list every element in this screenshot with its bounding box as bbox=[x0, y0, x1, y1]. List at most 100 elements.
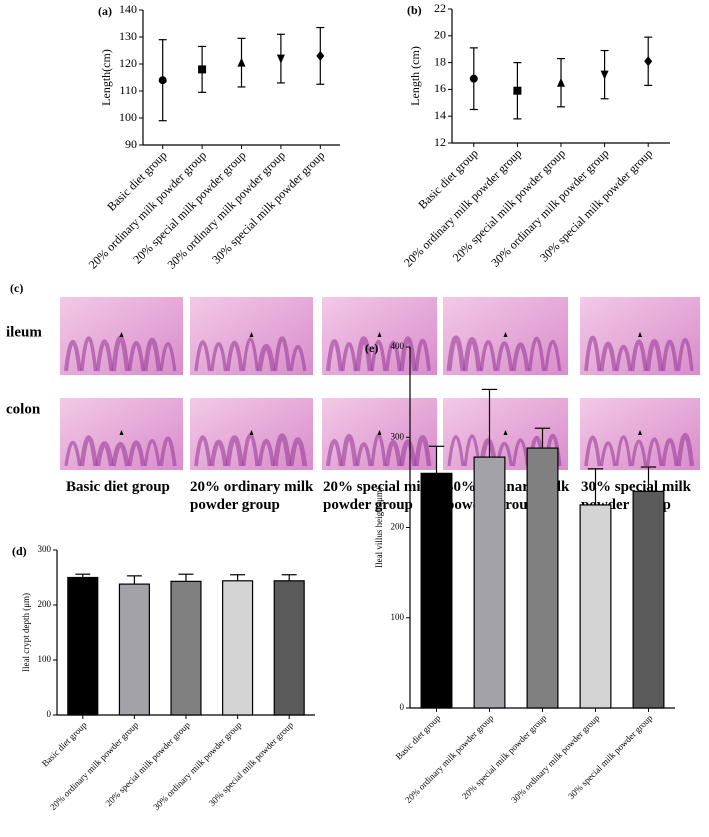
y-tick-label: 12 bbox=[434, 135, 446, 149]
bar bbox=[420, 472, 453, 709]
y-tick-label: 16 bbox=[434, 81, 446, 95]
arrow bbox=[249, 430, 254, 435]
y-tick-label: 110 bbox=[119, 83, 137, 97]
column-label: 20% special milk powder group bbox=[323, 479, 434, 513]
arrow bbox=[377, 430, 382, 435]
tissue bbox=[209, 439, 228, 467]
tissue bbox=[384, 440, 402, 467]
x-tick-label: 30% special milk powder group bbox=[207, 719, 296, 808]
y-tick-label: 400 bbox=[391, 341, 405, 351]
tissue bbox=[95, 339, 114, 372]
marker bbox=[557, 77, 565, 87]
tissue bbox=[385, 340, 402, 372]
y-tick-label: 120 bbox=[119, 56, 137, 70]
y-axis-label: Length(cm) bbox=[99, 49, 113, 106]
tissue bbox=[355, 442, 372, 467]
y-tick-label: 200 bbox=[391, 522, 405, 532]
panel-label: (b) bbox=[407, 3, 422, 17]
tissue bbox=[527, 336, 546, 372]
column-label-box: 20% special milk powder group bbox=[323, 479, 434, 513]
x-tick-label: 20% ordinary milk powder group bbox=[48, 719, 141, 812]
tissue bbox=[447, 435, 465, 467]
tissue bbox=[512, 438, 529, 467]
tissue bbox=[127, 440, 146, 467]
tissue bbox=[370, 339, 387, 372]
tissue bbox=[630, 339, 648, 372]
tissue bbox=[225, 435, 244, 467]
tissue bbox=[584, 435, 602, 467]
bar bbox=[170, 580, 202, 716]
tissue bbox=[326, 439, 343, 467]
marker bbox=[158, 76, 167, 85]
y-tick-label: 0 bbox=[47, 709, 52, 719]
y-tick-label: 300 bbox=[38, 544, 52, 554]
tissue bbox=[584, 335, 602, 372]
tissue bbox=[615, 435, 632, 467]
x-tick-label: 30% ordinary milk powder group bbox=[509, 712, 602, 805]
tissue bbox=[446, 335, 466, 372]
tissue bbox=[288, 437, 308, 467]
x-tick-label: 30% ordinary milk powder group bbox=[151, 719, 244, 812]
arrow bbox=[638, 332, 642, 337]
y-axis-label: Length (cm) bbox=[408, 46, 422, 106]
tissue bbox=[194, 340, 212, 372]
y-tick-label: 100 bbox=[391, 612, 405, 622]
tissue bbox=[479, 339, 497, 372]
y-axis-label: Ileal crypt depth (μm) bbox=[21, 593, 31, 672]
tissue bbox=[646, 437, 663, 467]
column-label: Basic diet group bbox=[66, 479, 170, 495]
bar bbox=[579, 504, 612, 709]
y-tick-label: 22 bbox=[434, 1, 446, 15]
y-axis-label: Ileal villus height(μm) bbox=[374, 487, 384, 568]
tissue bbox=[95, 441, 114, 467]
y-tick-label: 20 bbox=[434, 28, 446, 42]
tissue bbox=[325, 339, 343, 372]
x-tick-label: 20% special milk powder group bbox=[460, 712, 549, 801]
marker bbox=[316, 50, 325, 61]
y-tick-label: 100 bbox=[38, 654, 52, 664]
tissue bbox=[661, 339, 679, 372]
y-tick-label: 90 bbox=[125, 137, 137, 151]
marker bbox=[600, 70, 609, 80]
tissue bbox=[414, 338, 431, 372]
bar bbox=[222, 580, 254, 716]
panel-label: (c) bbox=[10, 281, 23, 295]
y-tick-label: 0 bbox=[400, 702, 405, 712]
tissue bbox=[645, 339, 664, 372]
row-label: ileum bbox=[6, 324, 42, 340]
marker bbox=[276, 54, 285, 64]
marker bbox=[469, 74, 478, 83]
y-tick-label: 140 bbox=[119, 2, 137, 16]
tissue bbox=[462, 337, 482, 372]
x-tick-label: 30% special milk powder group bbox=[566, 712, 655, 801]
bar bbox=[273, 580, 305, 716]
arrow bbox=[249, 332, 254, 337]
tissue bbox=[241, 433, 260, 467]
column-label: 20% ordinary milk powder group bbox=[190, 479, 314, 513]
arrow bbox=[503, 332, 508, 337]
tissue bbox=[273, 336, 291, 372]
x-tick-label: Basic diet group bbox=[40, 719, 89, 768]
tissue bbox=[399, 439, 417, 467]
y-tick-label: 200 bbox=[38, 599, 52, 609]
tissue bbox=[80, 336, 98, 372]
tissue bbox=[340, 342, 358, 372]
arrow bbox=[119, 430, 124, 435]
tissue bbox=[64, 441, 82, 467]
tissue bbox=[159, 436, 177, 467]
tissue bbox=[272, 433, 292, 467]
tissue bbox=[370, 433, 387, 467]
arrow bbox=[638, 430, 642, 435]
x-tick-label: 20% ordinary milk powder group bbox=[403, 712, 496, 805]
tissue bbox=[495, 341, 514, 372]
tissue bbox=[225, 340, 244, 372]
y-tick-label: 18 bbox=[434, 54, 446, 68]
tissue bbox=[463, 434, 481, 467]
tissue bbox=[399, 336, 417, 372]
marker bbox=[513, 86, 522, 95]
column-label-box: 20% ordinary milk powder group bbox=[190, 479, 314, 513]
arrow bbox=[119, 332, 124, 337]
tissue bbox=[242, 337, 259, 372]
tissue bbox=[289, 345, 307, 372]
